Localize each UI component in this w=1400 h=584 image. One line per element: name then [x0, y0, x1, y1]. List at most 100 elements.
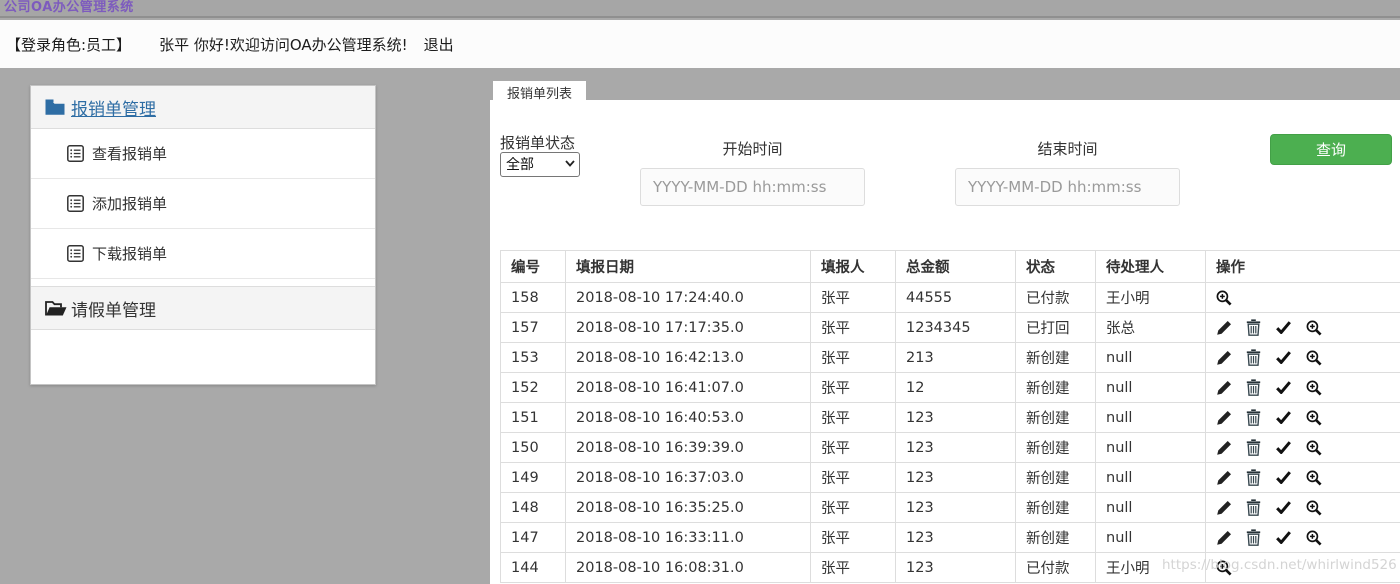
table-body: 158 2018-08-10 17:24:40.0 张平 44555 已付款 王…: [500, 282, 1400, 583]
cell-id: 152: [500, 372, 566, 403]
edit-icon[interactable]: [1216, 440, 1234, 456]
folder-closed-icon: [45, 99, 65, 115]
edit-icon[interactable]: [1216, 380, 1234, 396]
cell-id: 150: [500, 432, 566, 463]
sidebar-item-add-expense[interactable]: 添加报销单: [31, 179, 375, 229]
status-select[interactable]: 全部: [500, 152, 580, 177]
cell-amount: 12: [895, 372, 1016, 403]
table-row: 158 2018-08-10 17:24:40.0 张平 44555 已付款 王…: [500, 282, 1400, 313]
approve-icon[interactable]: [1276, 471, 1294, 484]
view-icon[interactable]: [1306, 440, 1324, 456]
edit-icon[interactable]: [1216, 530, 1234, 546]
cell-handler: 张总: [1095, 312, 1206, 343]
sidebar-item-view-expense[interactable]: 查看报销单: [31, 129, 375, 179]
table-row: 144 2018-08-10 16:08:31.0 张平 123 已付款 王小明: [500, 552, 1400, 583]
delete-icon[interactable]: [1246, 349, 1264, 366]
cell-handler: null: [1095, 492, 1206, 523]
edit-icon[interactable]: [1216, 350, 1234, 366]
view-icon[interactable]: [1216, 290, 1234, 306]
status-filter-label: 报销单状态: [500, 134, 576, 152]
approve-icon[interactable]: [1276, 531, 1294, 544]
edit-icon[interactable]: [1216, 470, 1234, 486]
end-time-label: 结束时间: [1037, 140, 1098, 158]
edit-icon[interactable]: [1216, 410, 1234, 426]
user-bar: 【登录角色:员工】 张平 你好!欢迎访问OA办公管理系统! 退出: [0, 20, 1400, 68]
start-time-input[interactable]: [640, 168, 865, 206]
delete-icon[interactable]: [1246, 439, 1264, 456]
view-icon[interactable]: [1306, 380, 1324, 396]
sidebar-item-label: 下载报销单: [92, 245, 168, 263]
view-icon[interactable]: [1306, 410, 1324, 426]
logout-link[interactable]: 退出: [423, 35, 454, 54]
view-icon[interactable]: [1306, 470, 1324, 486]
cell-person: 张平: [810, 492, 896, 523]
tab-expense-list[interactable]: 报销单列表: [493, 81, 587, 102]
cell-date: 2018-08-10 16:39:39.0: [565, 432, 811, 463]
table-row: 151 2018-08-10 16:40:53.0 张平 123 新创建 nul…: [500, 402, 1400, 433]
actions-cell: [1205, 462, 1400, 493]
delete-icon[interactable]: [1246, 379, 1264, 396]
cell-amount: 123: [895, 402, 1016, 433]
cell-handler: 王小明: [1095, 552, 1206, 583]
cell-handler: null: [1095, 372, 1206, 403]
cell-status: 新创建: [1015, 342, 1096, 373]
view-icon[interactable]: [1306, 500, 1324, 516]
cell-person: 张平: [810, 312, 896, 343]
edit-icon[interactable]: [1216, 500, 1234, 516]
delete-icon[interactable]: [1246, 499, 1264, 516]
cell-amount: 1234345: [895, 312, 1016, 343]
col-header-actions: 操作: [1205, 250, 1400, 283]
table-header-row: 编号 填报日期 填报人 总金额 状态 待处理人 操作: [500, 250, 1400, 283]
delete-icon[interactable]: [1246, 319, 1264, 336]
approve-icon[interactable]: [1276, 351, 1294, 364]
sidebar-section-expense[interactable]: 报销单管理: [31, 86, 375, 129]
table-row: 157 2018-08-10 17:17:35.0 张平 1234345 已打回…: [500, 312, 1400, 343]
expense-table: 编号 填报日期 填报人 总金额 状态 待处理人 操作 158 2018-08-1…: [500, 250, 1400, 583]
delete-icon[interactable]: [1246, 409, 1264, 426]
edit-icon[interactable]: [1216, 320, 1234, 336]
view-icon[interactable]: [1306, 350, 1324, 366]
actions-cell: [1205, 522, 1400, 553]
cell-handler: null: [1095, 432, 1206, 463]
actions-cell: [1205, 312, 1400, 343]
table-row: 147 2018-08-10 16:33:11.0 张平 123 新创建 nul…: [500, 522, 1400, 553]
cell-date: 2018-08-10 17:24:40.0: [565, 282, 811, 313]
cell-amount: 44555: [895, 282, 1016, 313]
approve-icon[interactable]: [1276, 411, 1294, 424]
approve-icon[interactable]: [1276, 381, 1294, 394]
cell-amount: 213: [895, 342, 1016, 373]
cell-id: 148: [500, 492, 566, 523]
delete-icon[interactable]: [1246, 529, 1264, 546]
cell-date: 2018-08-10 16:33:11.0: [565, 522, 811, 553]
sidebar-section-leave[interactable]: 请假单管理: [31, 286, 375, 330]
cell-date: 2018-08-10 16:37:03.0: [565, 462, 811, 493]
actions-cell: [1205, 492, 1400, 523]
list-icon: [67, 245, 84, 262]
sidebar-item-download-expense[interactable]: 下载报销单: [31, 229, 375, 279]
main-content: 报销单状态 全部 开始时间 结束时间 查询 编号 填报日期 填报人 总金额 状态…: [490, 100, 1400, 584]
delete-icon[interactable]: [1246, 469, 1264, 486]
approve-icon[interactable]: [1276, 501, 1294, 514]
sidebar: 报销单管理 查看报销单 添加报销单 下载报销单 请假单管理: [30, 85, 376, 385]
page-title: 公司OA办公管理系统: [0, 0, 1400, 18]
actions-cell: [1205, 552, 1400, 583]
end-time-input[interactable]: [955, 168, 1180, 206]
cell-person: 张平: [810, 372, 896, 403]
cell-status: 已打回: [1015, 312, 1096, 343]
actions-cell: [1205, 282, 1400, 313]
cell-handler: 王小明: [1095, 282, 1206, 313]
login-role-label: 【登录角色:员工】: [6, 35, 132, 54]
view-icon[interactable]: [1216, 560, 1234, 576]
search-button[interactable]: 查询: [1270, 134, 1392, 165]
cell-status: 已付款: [1015, 552, 1096, 583]
cell-handler: null: [1095, 462, 1206, 493]
actions-cell: [1205, 342, 1400, 373]
cell-id: 153: [500, 342, 566, 373]
view-icon[interactable]: [1306, 320, 1324, 336]
approve-icon[interactable]: [1276, 441, 1294, 454]
welcome-text: 张平 你好!欢迎访问OA办公管理系统!: [159, 35, 408, 54]
approve-icon[interactable]: [1276, 321, 1294, 334]
view-icon[interactable]: [1306, 530, 1324, 546]
list-icon: [67, 195, 84, 212]
col-header-person: 填报人: [810, 250, 896, 283]
